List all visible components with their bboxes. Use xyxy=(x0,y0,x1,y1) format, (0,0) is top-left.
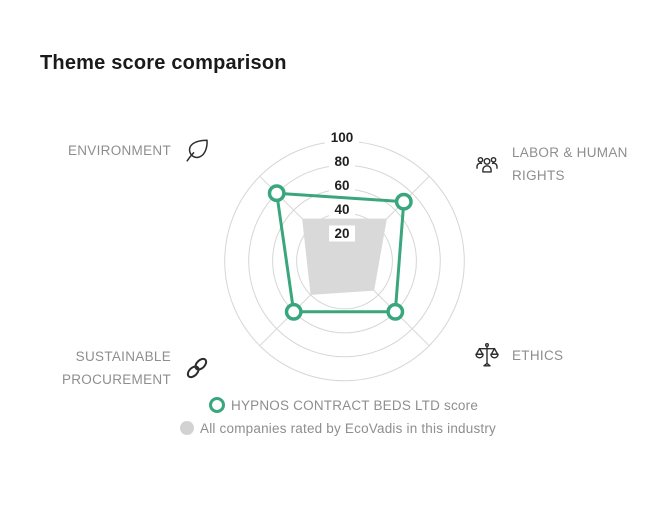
axis-label-environment: ENVIRONMENT xyxy=(68,135,212,165)
legend-marker-company-ring xyxy=(209,397,225,413)
axis-label-labor-human-rights: LABOR & HUMAN RIGHTS xyxy=(473,141,638,187)
people-group-icon xyxy=(476,156,498,173)
leaf-icon xyxy=(186,139,208,162)
axis-label-environment-text: ENVIRONMENT xyxy=(67,142,171,158)
svg-text:100: 100 xyxy=(331,130,354,145)
legend-company-text: HYPNOS CONTRACT BEDS LTD score xyxy=(231,397,479,413)
axis-label-ethics-text: ETHICS xyxy=(512,347,564,363)
svg-text:40: 40 xyxy=(334,202,349,217)
legend-industry-text: All companies rated by EcoVadis in this … xyxy=(200,420,496,436)
legend-item-industry-average[interactable]: All companies rated by EcoVadis in this … xyxy=(180,419,496,437)
axis-label-labor-human-rights-text: LABOR & HUMAN RIGHTS xyxy=(512,145,628,183)
page-title: Theme score comparison xyxy=(40,52,287,74)
svg-text:60: 60 xyxy=(334,178,349,193)
axis-label-ethics: ETHICS xyxy=(473,341,563,369)
svg-text:80: 80 xyxy=(334,154,349,169)
chain-link-icon xyxy=(186,357,208,379)
legend-item-company-score[interactable]: HYPNOS CONTRACT BEDS LTD score xyxy=(209,396,478,414)
scales-icon xyxy=(475,343,499,367)
axis-label-sustainable-procurement: SUSTAINABLE PROCUREMENT xyxy=(57,345,212,391)
svg-text:20: 20 xyxy=(334,226,349,241)
legend-marker-industry-dot xyxy=(180,421,194,435)
axis-label-sustainable-procurement-text: SUSTAINABLE PROCUREMENT xyxy=(61,349,171,387)
